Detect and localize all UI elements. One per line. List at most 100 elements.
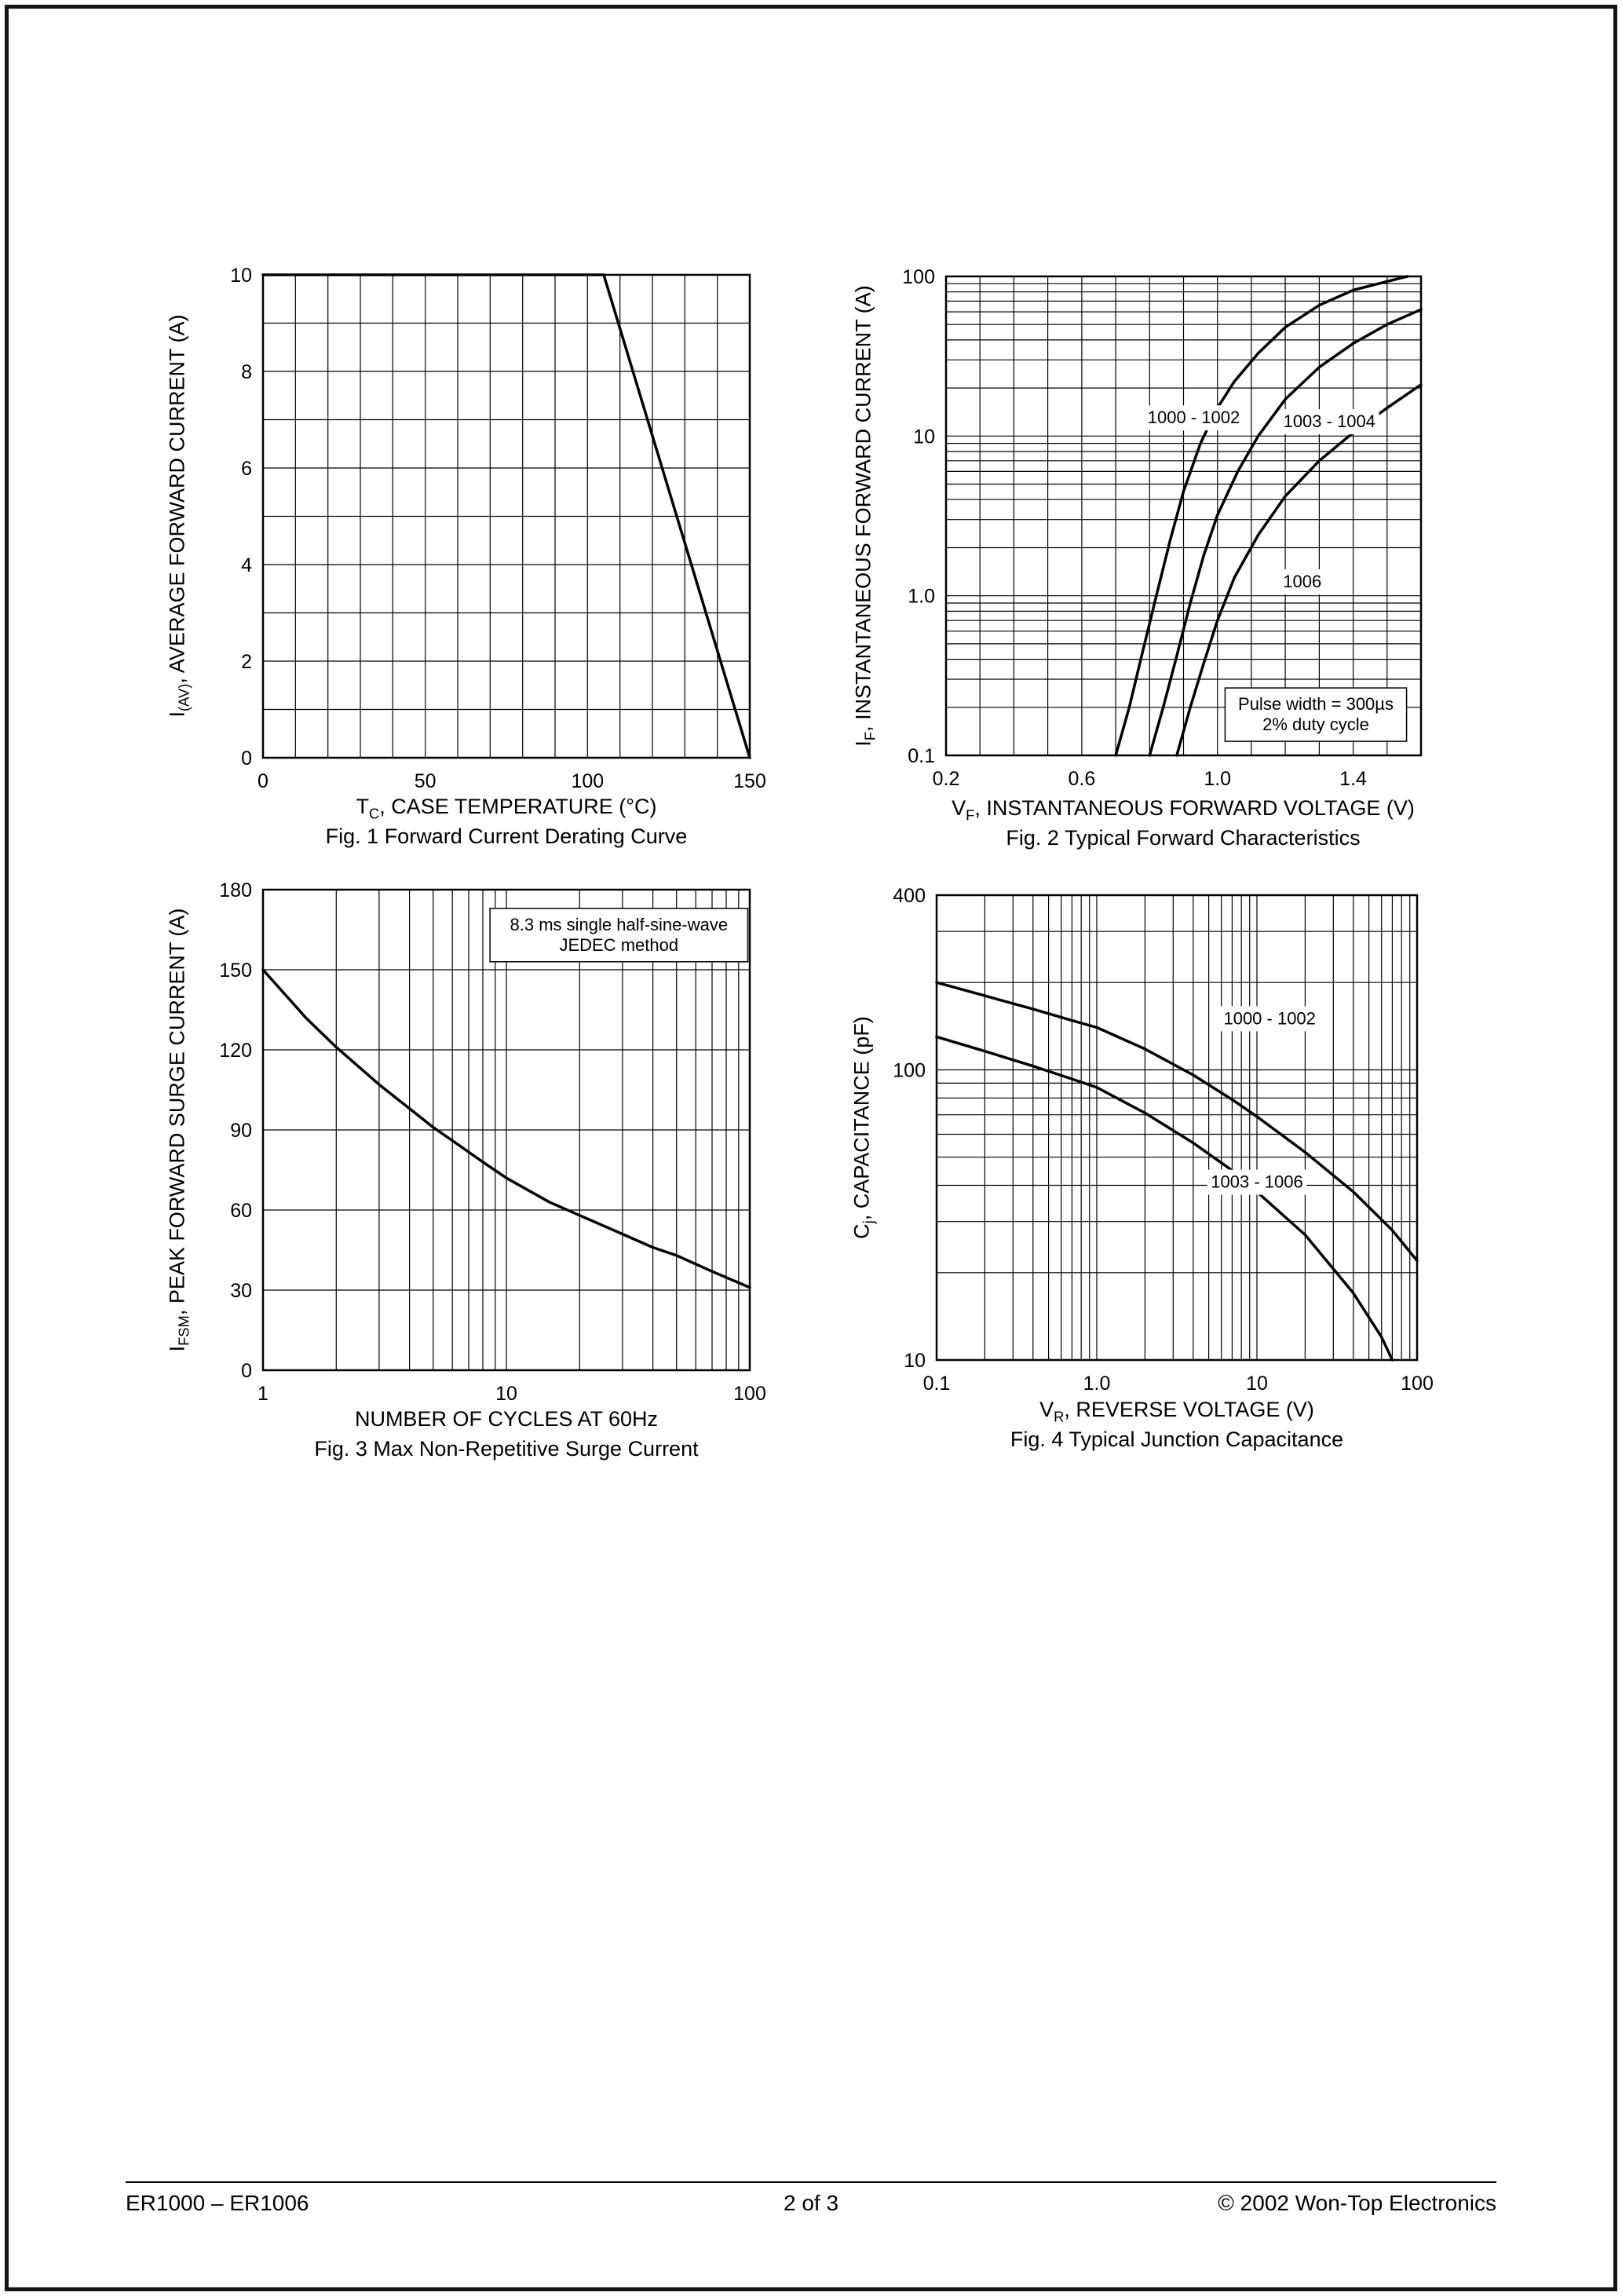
plot-border [261,888,751,1372]
fig4-y-label-symbol: C [849,1223,874,1239]
series-ER1000-1002 [1114,275,1409,757]
y-tick-label: 180 [219,879,252,901]
fig1-y-label-symbol: I [165,711,189,718]
fig1-x-label-subscript: C [368,805,380,822]
annotation-text: 1003 - 1004 [1284,411,1375,431]
y-tick-label: 10 [913,426,935,448]
fig1-caption: Fig. 1 Forward Current Derating Curve [325,824,688,848]
annotation-text: 1000 - 1002 [1148,408,1240,427]
fig2-caption: Fig. 2 Typical Forward Characteristics [1006,826,1361,850]
fig2-x-label-subscript: F [966,806,975,824]
fig3-x-label-text: NUMBER OF CYCLES AT 60Hz [354,1407,659,1431]
annotation-label-mask [1144,405,1244,431]
y-tick-label: 0.1 [908,745,935,767]
annotation-text: 1006 [1283,572,1321,591]
fig4-junction-capacitance-chart: 0.1 1.0 10 100 10 100 400 1000 - 1002 1003 - 100… [893,885,1434,1395]
y-tick-label: 10 [230,265,252,287]
y-tick-label: 1.0 [908,586,935,608]
series-surge-current [261,968,751,1289]
x-tick-label: 0.2 [933,768,960,790]
x-tick-label: 100 [733,1383,766,1405]
plot-border [944,275,1423,757]
y-tick-label: 2 [241,651,252,673]
x-tick-label: 50 [415,770,437,792]
x-tick-label: 1.0 [1204,768,1231,790]
annotation-label-mask [1219,1006,1320,1032]
x-tick-label: 1 [258,1383,269,1405]
x-tick-label: 100 [1401,1373,1434,1395]
fig4-caption: Fig. 4 Typical Junction Capacitance [1010,1428,1344,1451]
plot-border [935,894,1419,1362]
annotation-box [1224,687,1408,742]
fig3-y-label-subscript: FSM [175,1315,192,1346]
x-tick-label: 10 [1246,1373,1268,1395]
annotation-label-mask [1282,569,1323,595]
annotation-label-mask [1207,1169,1307,1195]
x-tick-label: 100 [571,770,604,792]
annotation-text: 2% duty cycle [1262,715,1369,734]
y-tick-label: 4 [241,554,252,576]
fig2-forward-characteristics-chart: 0.2 0.6 1.0 1.4 0.1 1.0 10 100 1000 - 1002 1003 -… [902,266,1423,790]
x-tick-label: 150 [733,770,766,792]
fig3-caption: Fig. 3 Max Non-Repetitive Surge Current [314,1437,699,1461]
fig2-y-label-text: , INSTANTANEOUS FORWARD CURRENT (A) [851,285,875,732]
annotation-text: 8.3 ms single half-sine-wave [510,915,729,934]
y-tick-label: 150 [219,960,252,982]
x-tick-label: 0.1 [923,1373,951,1395]
y-tick-label: 6 [241,458,252,480]
fig1-x-label-text: , CASE TEMPERATURE (°C) [379,795,657,818]
annotation-label-mask [1279,409,1379,435]
fig1-forward-current-derating-chart: 0 50 100 150 0 2 4 6 8 10 [230,265,766,792]
fig4-y-label-text: , CAPACITANCE (pF) [849,1016,874,1221]
fig4-y-axis-title: Cj, CAPACITANCE (pF) [849,1016,877,1239]
fig1-y-label-text: , AVERAGE FORWARD CURRENT (A) [165,314,189,684]
x-tick-label: 0.6 [1069,768,1096,790]
y-tick-label: 120 [219,1040,252,1062]
fig3-y-label-text: , PEAK FORWARD SURGE CURRENT (A) [165,908,189,1316]
fig4-x-label-subscript: R [1054,1408,1065,1425]
fig2-y-label-symbol: I [851,740,875,747]
y-tick-label: 60 [230,1200,252,1222]
plot-border [261,273,751,759]
fig1-x-axis-title: TC, CASE TEMPERATURE (°C) [356,795,656,822]
y-tick-label: 400 [893,885,926,907]
series-ER1003-1004 [1148,308,1423,757]
fig1-x-label-symbol: T [356,795,369,818]
footer-copyright: © 2002 Won-Top Electronics [1218,2191,1496,2215]
footer-page-number: 2 of 3 [783,2191,839,2215]
fig4-x-axis-title: VR, REVERSE VOLTAGE (V) [1039,1398,1314,1425]
x-tick-label: 1.0 [1083,1373,1111,1395]
x-tick-label: 1.4 [1339,768,1367,790]
y-tick-label: 8 [241,361,252,383]
annotation-text: JEDEC method [559,935,678,955]
footer-part-number: ER1000 – ER1006 [126,2191,309,2215]
y-tick-label: 100 [893,1060,926,1082]
x-tick-label: 0 [258,770,269,792]
fig2-y-label-subscript: F [861,731,879,741]
y-tick-label: 30 [230,1280,252,1302]
fig4-y-label-subscript: j [860,1220,877,1224]
fig4-x-label-symbol: V [1039,1398,1054,1421]
fig3-x-axis-title: NUMBER OF CYCLES AT 60Hz [355,1407,658,1435]
y-tick-label: 10 [904,1350,926,1372]
annotation-text: 1003 - 1006 [1211,1172,1302,1192]
fig3-surge-current-chart: 1 10 100 0 30 60 90 120 150 180 8.3 ms single half… [219,879,766,1405]
fig1-y-label-subscript: (AV) [175,683,192,711]
series-ER1000-1002 [935,981,1419,1263]
fig1-y-axis-title: I(AV), AVERAGE FORWARD CURRENT (A) [165,315,192,718]
annotation-box [489,908,749,963]
footer-divider [126,2181,1496,2183]
x-tick-label: 10 [495,1383,517,1405]
y-tick-label: 100 [902,266,935,288]
fig2-x-label-symbol: V [952,796,966,820]
fig2-x-label-text: , INSTANTANEOUS FORWARD VOLTAGE (V) [974,796,1415,820]
annotation-text: 1000 - 1002 [1223,1008,1315,1028]
y-tick-label: 0 [241,1360,252,1382]
fig3-y-axis-title: IFSM, PEAK FORWARD SURGE CURRENT (A) [165,909,192,1352]
fig2-y-axis-title: IF, INSTANTANEOUS FORWARD CURRENT (A) [851,285,879,746]
series-ER1003-1006 [935,1035,1394,1362]
fig3-y-label-symbol: I [165,1345,189,1352]
y-tick-label: 90 [230,1120,252,1142]
y-tick-label: 0 [241,748,252,770]
fig2-x-axis-title: VF, INSTANTANEOUS FORWARD VOLTAGE (V) [952,796,1415,824]
